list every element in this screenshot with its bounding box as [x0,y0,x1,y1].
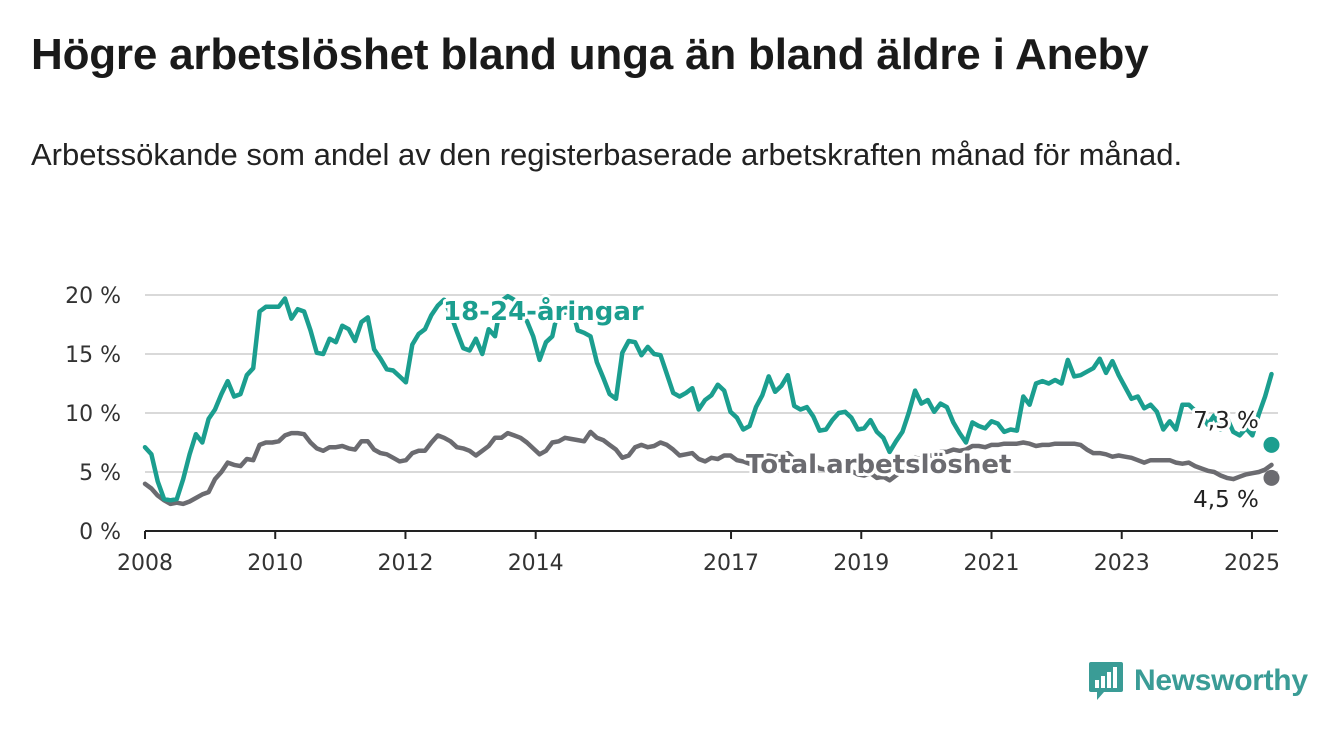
x-tick-label: 2021 [963,551,1019,576]
grid-lines [145,294,1278,473]
chart-subtitle: Arbetssökande som andel av den registerb… [31,137,1183,172]
x-tick-label: 2010 [247,551,303,576]
x-tick-label: 2008 [117,551,173,576]
x-tick-label: 2025 [1224,551,1280,576]
end-label-youth-halo: 7,3 % [1193,408,1259,434]
bar-chart-logo-icon [1089,662,1123,700]
series-line-youth [142,293,1274,503]
series-label-total-halo: Total arbetslöshet [746,450,1011,480]
y-tick-label: 0 % [79,520,121,545]
series-end-point-total [1263,469,1280,486]
end-label-total: 4,5 % [1193,487,1259,513]
series-lines [142,293,1280,507]
end-label-total-halo: 4,5 % [1193,487,1259,513]
x-tick-label: 2012 [377,551,433,576]
x-tick-label: 2017 [703,551,759,576]
series-label-youth: 18-24-åringar [443,295,644,327]
y-tick-label: 20 % [65,284,121,309]
end-label-youth: 7,3 % [1193,408,1259,434]
y-tick-label: 10 % [65,402,121,427]
series-label-youth-halo: 18-24-åringar [443,295,644,327]
x-axis-ticks: 2008 2010 2012 2014 2017 2019 2021 2023 2025 [117,531,1280,576]
series-label-total: Total arbetslöshet [746,450,1011,480]
x-tick-label: 2019 [833,551,889,576]
x-tick-label: 2023 [1094,551,1150,576]
y-tick-label: 15 % [65,343,121,368]
y-axis-ticks: 0 % 5 % 10 % 15 % 20 % [65,284,121,545]
x-tick-label: 2014 [508,551,564,576]
brand-name: Newsworthy [1134,664,1308,697]
newsworthy-brand: Newsworthy [1088,660,1308,702]
chart-title: Högre arbetslöshet bland unga än bland ä… [31,30,1149,79]
line-chart: 0 %5 %10 %15 %20 % 2008 2010 2012 2014 2017 2… [65,284,1280,576]
series-end-point-youth [1263,436,1280,453]
y-tick-label: 5 % [79,461,121,486]
series-line-total [142,429,1274,507]
